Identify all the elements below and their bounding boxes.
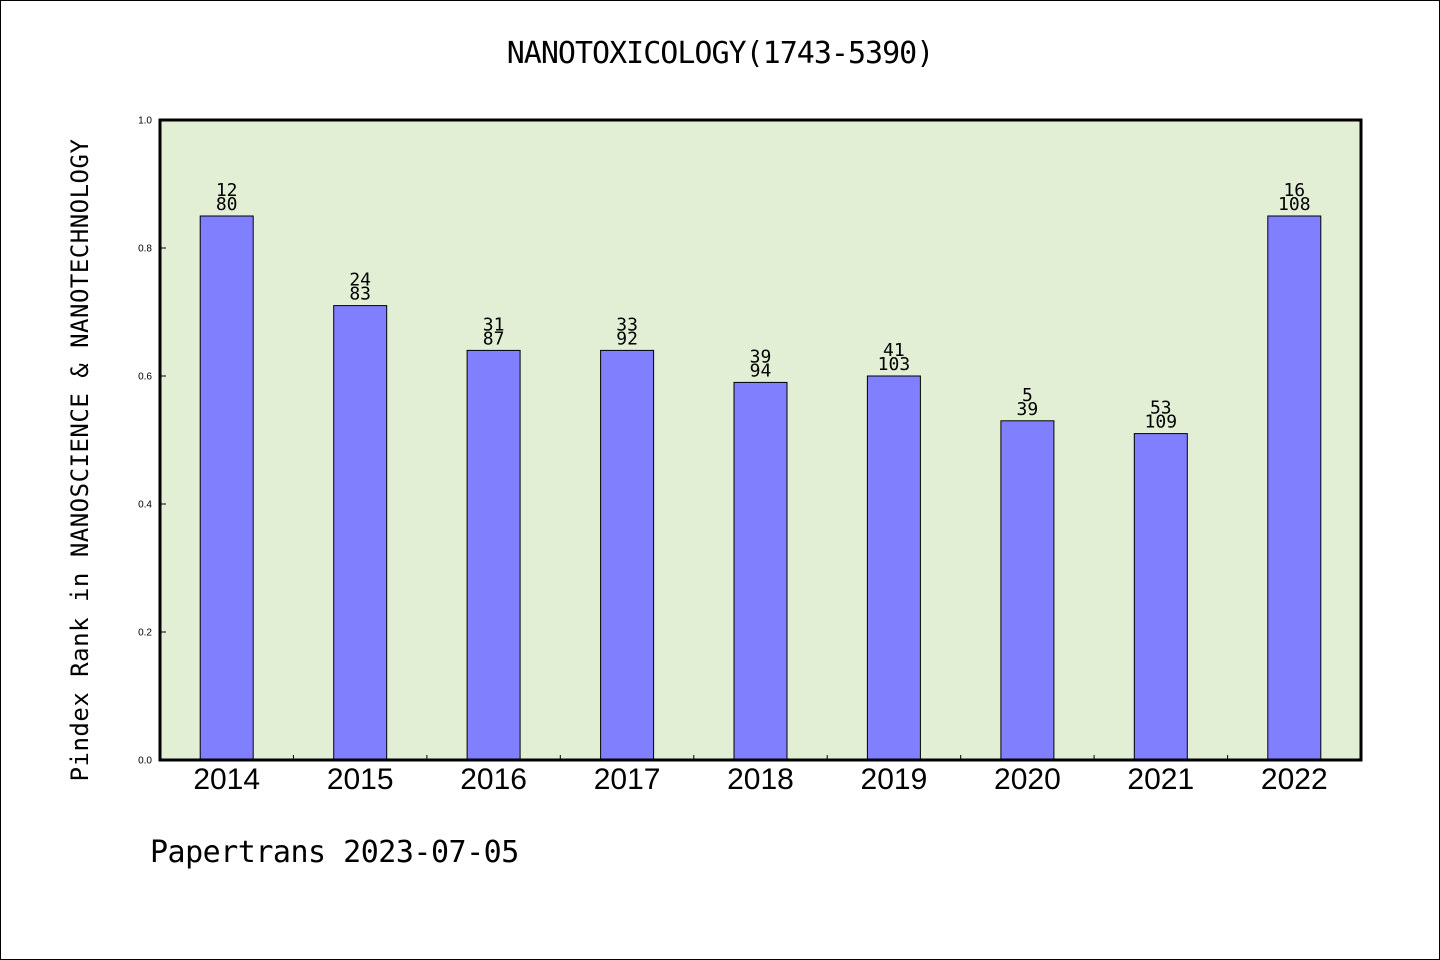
bar-2018	[733, 381, 788, 761]
x-tick-label-2019: 2019	[861, 763, 928, 796]
total-label-2018: 94	[750, 360, 772, 381]
rank-label-2017: 33	[616, 314, 638, 335]
rank-label-2014: 12	[216, 180, 238, 201]
x-tick-label-2022: 2022	[1261, 763, 1328, 796]
chart-title: NANOTOXICOLOGY(1743-5390)	[506, 36, 935, 71]
bar-2020	[1000, 420, 1055, 761]
x-axis: 2014 2015 2016 2017 2018 2019 2020 2021 2022	[193, 755, 1328, 796]
bar-2021	[1133, 433, 1188, 761]
x-tick-label-2015: 2015	[327, 763, 394, 796]
x-tick-label-2018: 2018	[727, 763, 794, 796]
rank-label-2021: 53	[1150, 398, 1172, 419]
y-tick-label-0.0: 0.0	[138, 756, 152, 767]
footer-credit: Papertrans 2023-07-05	[150, 835, 519, 870]
y-tick-label-0.6: 0.6	[138, 372, 152, 383]
x-tick-label-2021: 2021	[1127, 763, 1194, 796]
rank-label-2019: 41	[883, 340, 905, 361]
total-label-2016: 87	[483, 328, 505, 349]
x-tick-label-2016: 2016	[460, 763, 527, 796]
y-tick-label-0.4: 0.4	[138, 500, 152, 511]
bar-2019	[866, 375, 921, 761]
rank-label-2016: 31	[483, 314, 505, 335]
bar-2022	[1267, 215, 1322, 761]
x-tick-label-2020: 2020	[994, 763, 1061, 796]
bar-2016	[466, 349, 521, 761]
bar-2017	[600, 349, 655, 761]
rank-label-2015: 24	[349, 270, 371, 291]
plot-border	[158, 118, 1363, 762]
bars-group	[199, 215, 1322, 761]
rank-label-2018: 39	[750, 346, 772, 367]
x-tick-label-2014: 2014	[193, 763, 260, 796]
total-label-2017: 92	[616, 328, 638, 349]
total-label-2020: 39	[1017, 399, 1039, 420]
total-label-2015: 83	[349, 284, 371, 305]
y-tick-label-0.8: 0.8	[138, 244, 152, 255]
y-tick-label-1.0: 1.0	[138, 116, 152, 127]
y-tick-label-0.2: 0.2	[138, 628, 152, 639]
total-label-2019: 103	[878, 354, 911, 375]
bar-2014	[199, 215, 254, 761]
bar-2015	[333, 305, 388, 761]
total-label-2022: 108	[1278, 194, 1311, 215]
rank-label-2020: 5	[1022, 385, 1033, 406]
x-tick-label-2017: 2017	[594, 763, 661, 796]
rank-label-2022: 16	[1283, 180, 1305, 201]
total-label-2021: 109	[1145, 412, 1178, 433]
total-label-2014: 80	[216, 194, 238, 215]
